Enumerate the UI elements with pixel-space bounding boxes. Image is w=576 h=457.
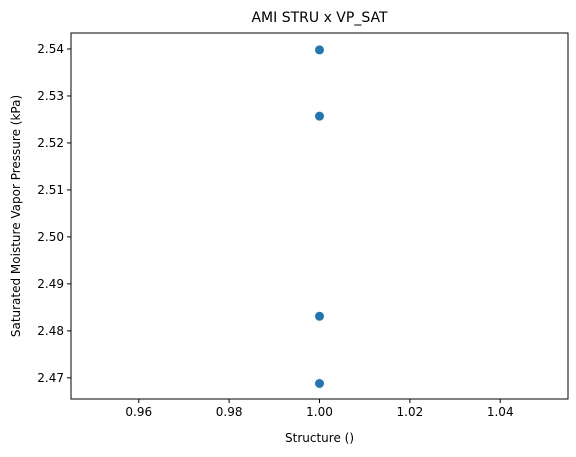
x-tick-label: 1.02 bbox=[397, 405, 424, 419]
x-tick-label: 0.96 bbox=[125, 405, 152, 419]
plot-frame bbox=[70, 32, 569, 400]
x-tick-label: 1.00 bbox=[306, 405, 333, 419]
x-axis-label: Structure () bbox=[285, 431, 354, 445]
y-tick-label: 2.53 bbox=[37, 89, 64, 103]
scatter-point bbox=[315, 311, 324, 321]
plot-area bbox=[71, 33, 568, 399]
y-tick-label: 2.48 bbox=[37, 324, 64, 338]
data-points bbox=[315, 45, 324, 388]
scatter-point bbox=[315, 378, 324, 388]
y-axis-ticks: 2.47 2.48 2.49 2.50 2.51 2.52 2.53 2.54 bbox=[37, 42, 71, 385]
y-axis-label: Saturated Moisture Vapor Pressure (kPa) bbox=[9, 95, 23, 337]
y-tick-label: 2.51 bbox=[37, 183, 64, 197]
scatter-point bbox=[315, 45, 324, 55]
y-tick-label: 2.54 bbox=[37, 42, 64, 56]
x-tick-label: 0.98 bbox=[216, 405, 243, 419]
x-axis-ticks: 0.96 0.98 1.00 1.02 1.04 bbox=[125, 399, 514, 419]
y-tick-label: 2.52 bbox=[37, 136, 64, 150]
chart-title: AMI STRU x VP_SAT bbox=[251, 10, 387, 26]
x-tick-label: 1.04 bbox=[487, 405, 514, 419]
y-tick-label: 2.50 bbox=[37, 230, 64, 244]
scatter-point bbox=[315, 111, 324, 121]
y-tick-label: 2.47 bbox=[37, 371, 64, 385]
y-tick-label: 2.49 bbox=[37, 277, 64, 291]
